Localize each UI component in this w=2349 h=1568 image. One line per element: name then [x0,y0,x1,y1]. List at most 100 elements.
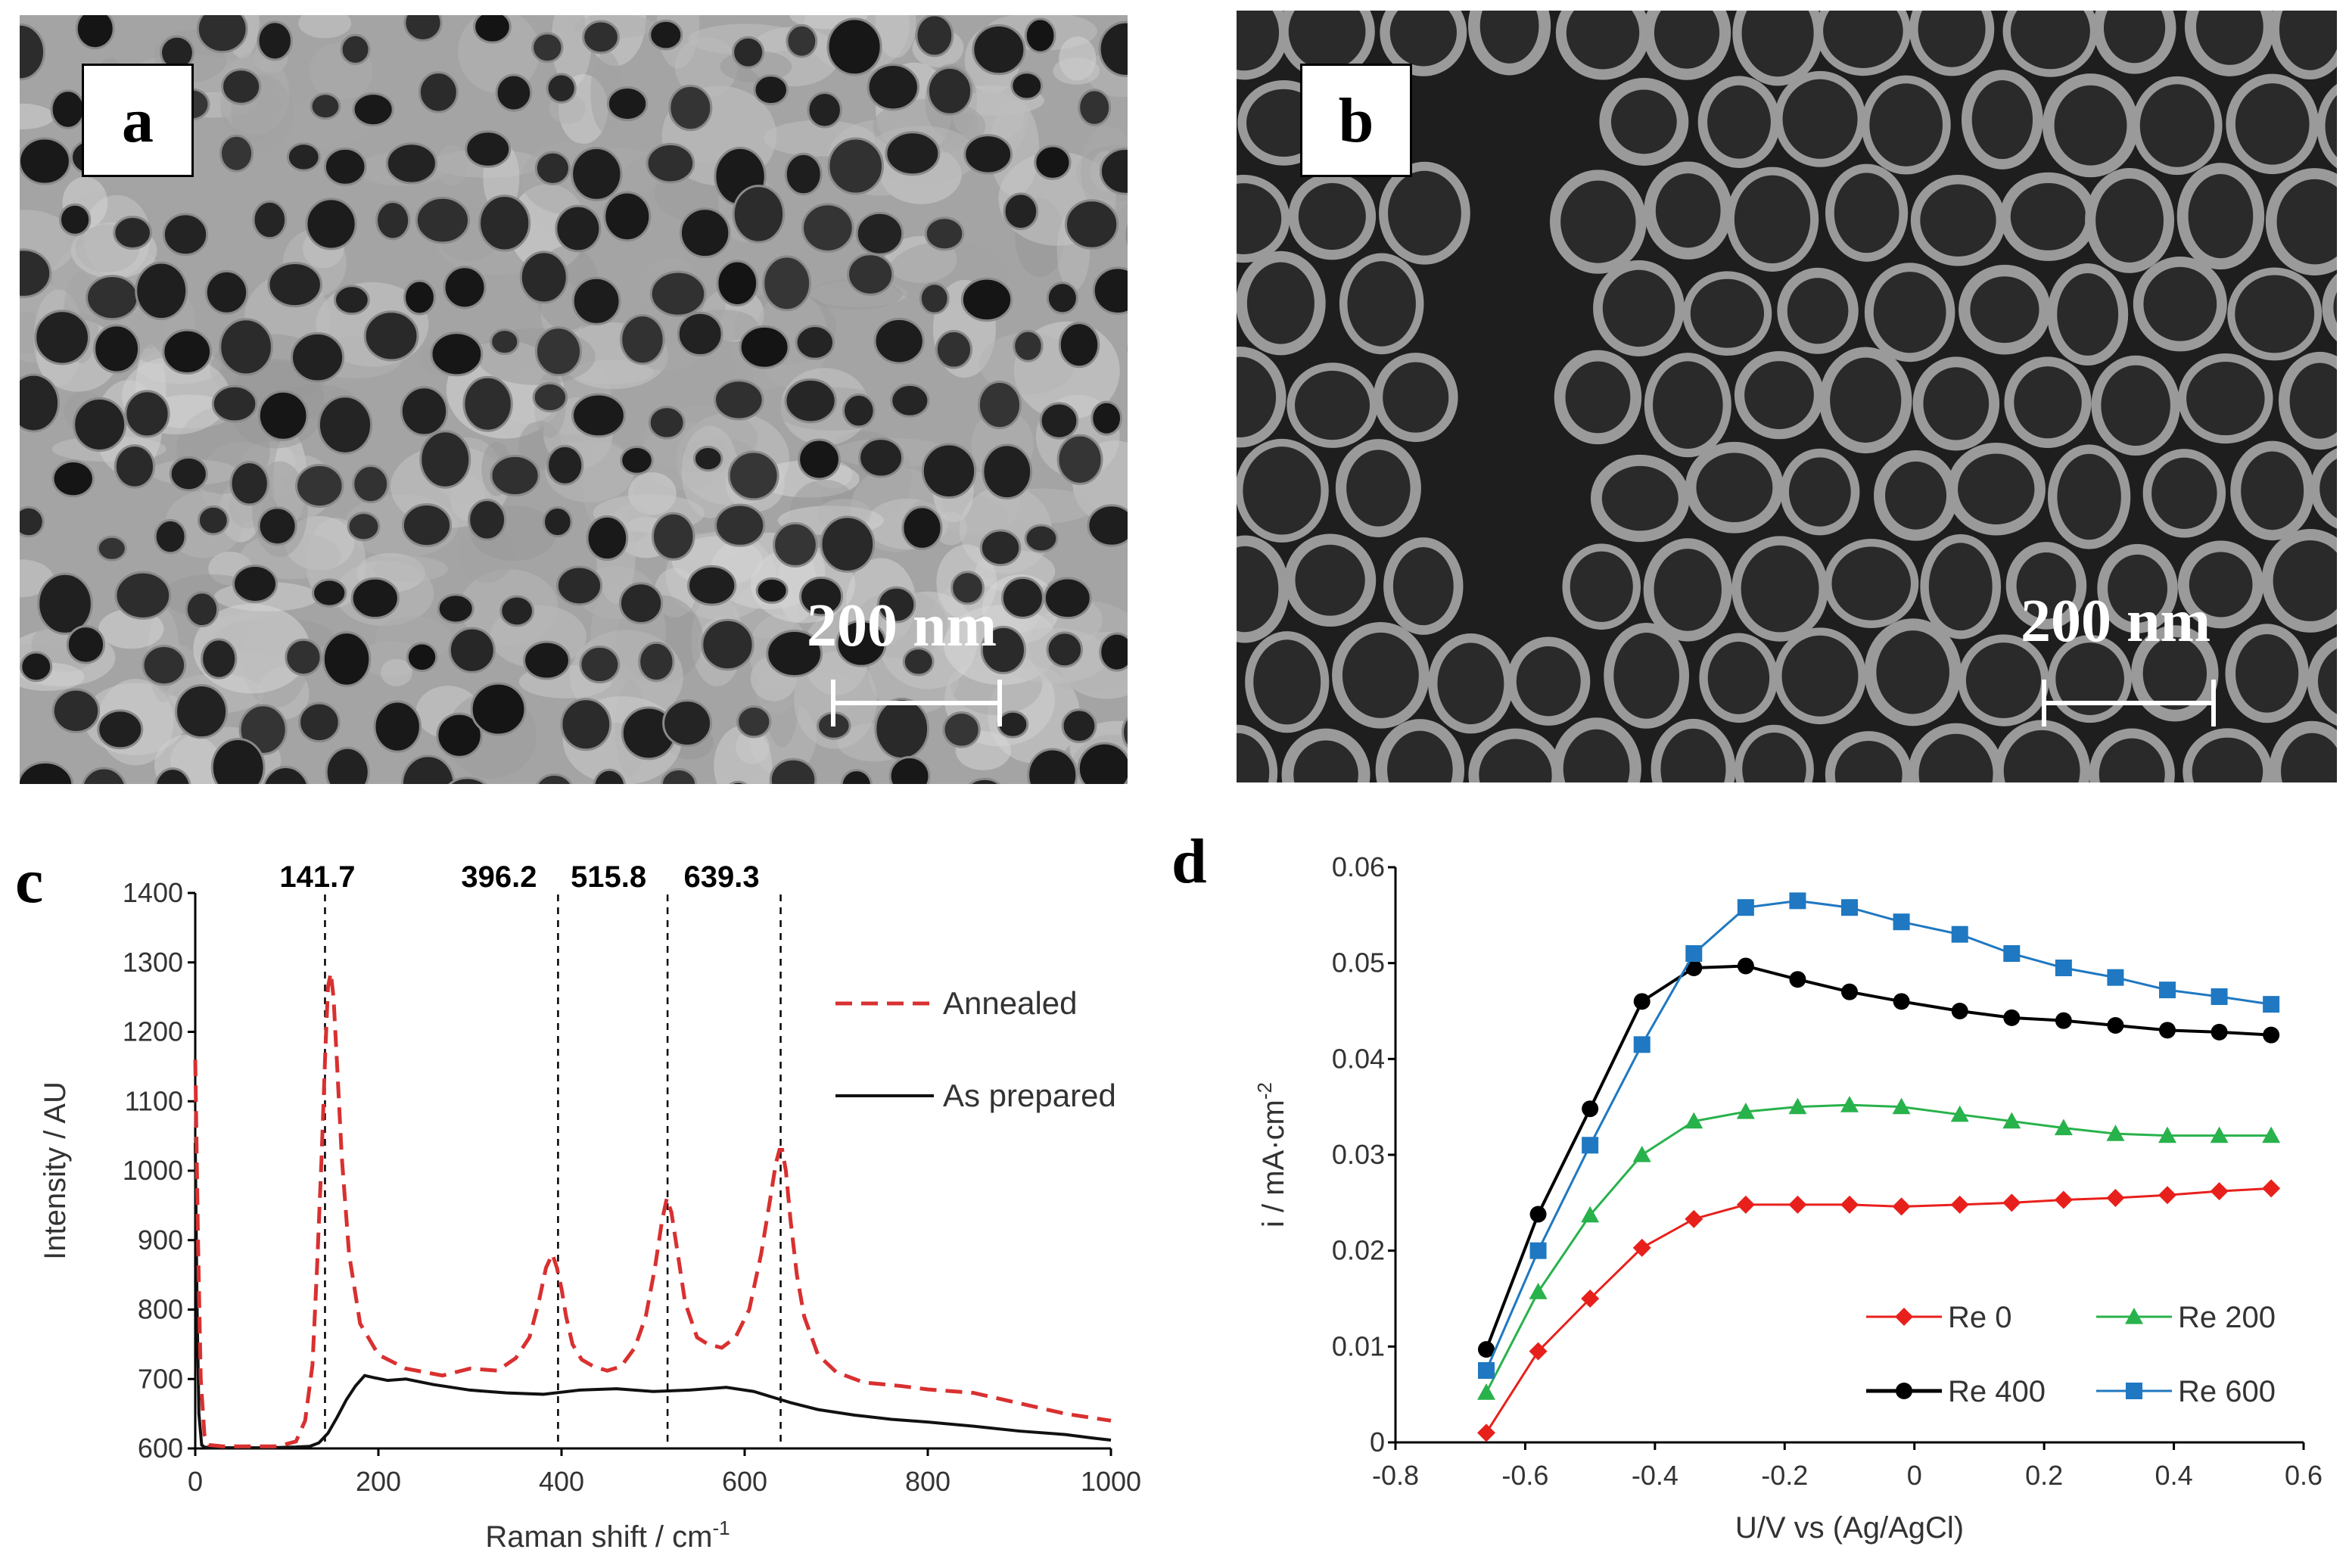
sem-a-pore [1027,748,1078,784]
sem-b-nanotube [2048,635,2133,723]
sem-a-pore [175,683,229,739]
chart-d-point [2003,1009,2021,1026]
chart-d-point [2159,1022,2176,1039]
sem-b-nanotube [2047,444,2131,549]
sem-b-nanotube [1380,11,1467,76]
sem-a-pore [606,86,649,122]
chart-d-point [1633,1036,1651,1053]
sem-a-pore [113,216,152,250]
chart-d-point [1582,1100,1599,1118]
sem-b-nanotube [2178,353,2273,444]
chart-d-point [1951,1003,1968,1019]
scale-bar-label-b: 200 nm [2021,588,2211,655]
sem-a-pore [571,393,626,438]
sem-a-pore [840,769,873,784]
chart-d-point [1581,1206,1600,1223]
sem-a-pore [762,255,812,312]
sem-a-pore [687,565,737,606]
sem-a-pore [473,15,512,44]
chart-d-point [1841,899,1858,916]
sem-a-pore [795,325,835,360]
sem-b-nanotube [2269,720,2337,782]
sem-a-pore [555,565,603,606]
sem-a-pore [716,260,759,306]
sem-b-nanotube [1909,11,1995,76]
sem-a-pore [468,499,507,541]
chart-d-point [1788,1097,1807,1115]
chart-d-series-line [1485,964,2272,1350]
sem-a-pore [827,137,884,195]
chart-c-y-tick-label: 900 [138,1224,183,1255]
chart-c-legend-annealed: Annealed [943,985,1078,1021]
chart-d-point [1529,1342,1548,1361]
sem-a-pore [732,36,765,69]
scale-bar-a [831,701,1002,705]
chart-d-point [2055,960,2072,976]
sem-a-grain [979,332,1075,395]
chart-c-y-tick-label: 1400 [123,877,183,908]
scale-bar-a-tick-right [997,680,1002,726]
sem-a-pore [323,147,367,186]
chart-d-legend-label: Re 0 [1948,1301,2012,1334]
sem-a-pore [807,92,842,129]
sem-a-pore [373,700,422,753]
sem-a-texture [20,15,1128,784]
sem-a-pore [1125,223,1128,246]
sem-a-pore [400,386,449,437]
chart-c-x-tick-label: 400 [539,1466,584,1497]
sem-a-pore [418,71,459,114]
sem-b-nanotube [2307,636,2337,726]
chart-d-point [1529,1242,1547,1259]
sem-b-nanotube [1332,622,1430,729]
sem-a-pore [519,250,568,304]
sem-a-pore [352,464,390,504]
chart-d-x-tick-label: -0.4 [1632,1460,1679,1491]
sem-a-pore [677,311,723,357]
sem-b-nanotube [1920,534,2002,639]
sem-a-pore [736,705,772,739]
chart-d-point [1736,1195,1755,1214]
sem-b-nanotube [1339,253,1424,355]
sem-a-pore [950,571,985,605]
sem-a-pore [204,269,249,315]
chart-d-point [1840,1195,1859,1214]
chart-d-point [2262,1179,2281,1198]
sem-a-pore [437,593,474,624]
chart-d-point [1633,993,1651,1010]
sem-b-nanotube [1562,543,1641,630]
sem-a-pore [142,644,187,686]
sem-a-pore [96,535,127,562]
sem-b-nanotube [1604,622,1689,729]
sem-a-pore [784,152,823,196]
sem-a-pore [34,310,90,366]
sem-a-pore [753,74,789,106]
scale-bar-label-a: 200 nm [807,593,997,659]
sem-b-nanotube [2279,351,2337,450]
sem-a-pore [219,318,273,376]
sem-b-nanotube [1731,536,1828,642]
sem-b-nanotube [1644,161,1733,260]
chart-d-point [2211,1023,2228,1041]
sem-a-pore [660,767,698,784]
sem-a-pore [51,459,95,498]
sem-a-pore [66,625,106,664]
sem-b-nanotube [1946,442,2046,536]
chart-d-y-tick-label: 0.04 [1332,1043,1385,1074]
sem-a-pore [298,702,341,743]
sem-a-pore [1010,71,1044,101]
chart-d-point [2054,1118,2073,1136]
sem-a-pore [873,317,925,365]
chart-d-point [1477,1423,1495,1442]
sem-a-pore [924,216,965,251]
sem-a-pore [1098,20,1128,77]
chart-d-point [2210,1126,2229,1143]
sem-a-pore [668,84,713,132]
sem-b-nanotube [2177,540,2264,629]
chart-c-x-axis-label: Raman shift / cm-1 [485,1517,730,1554]
sem-a-pore [732,185,786,244]
sem-a-pore [579,645,621,684]
sem-a-pore [1087,504,1128,547]
sem-a-pore [285,638,322,677]
sem-b-nanotube [1593,260,1685,356]
sem-a-pore [977,380,1022,430]
